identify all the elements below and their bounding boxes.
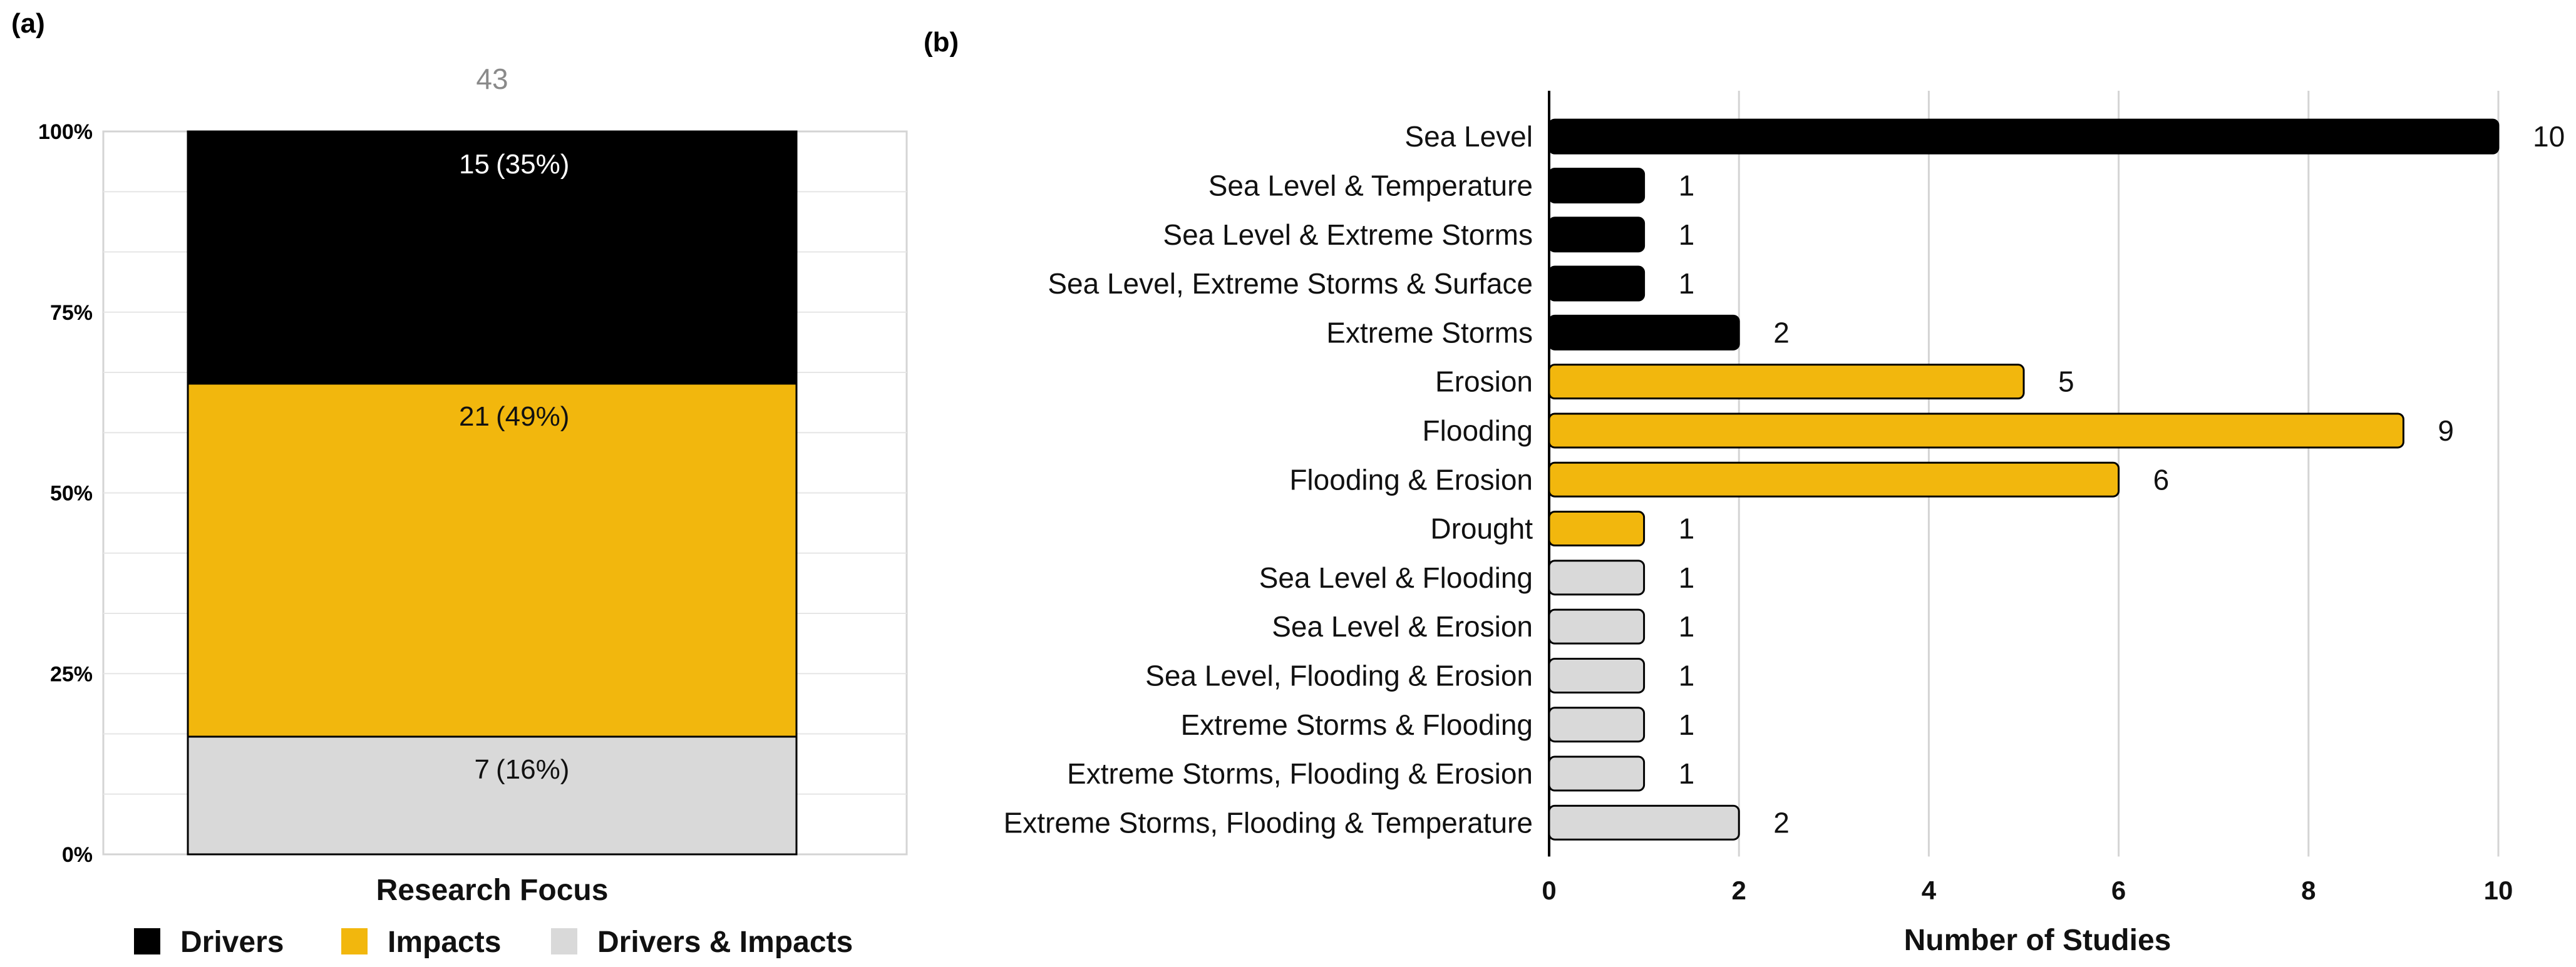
x-tick-label: 0 <box>1542 876 1556 905</box>
category-label: Extreme Storms, Flooding & Erosion <box>1067 757 1533 790</box>
bar-both <box>1548 804 1740 841</box>
bar-value-label: 6 <box>2153 463 2170 496</box>
category-label: Extreme Storms, Flooding & Temperature <box>1004 806 1533 839</box>
category-label: Sea Level & Extreme Storms <box>1163 218 1533 251</box>
bar-value-label: 10 <box>2533 120 2565 153</box>
panel-a-stacked-bar-chart: (a) 0% 25% 50% 75% 100% 43 7 (16%) 21 (49%) 15 (3… <box>11 8 908 959</box>
bar-value-label: 1 <box>1679 169 1695 202</box>
legend-swatch-impacts <box>341 928 368 954</box>
x-tick-label: 2 <box>1732 876 1746 905</box>
bar-value-label: 1 <box>1679 757 1695 790</box>
x-tick-label: 10 <box>2484 876 2513 905</box>
stacked-bar-segment-drivers <box>187 130 798 385</box>
category-label: Extreme Storms & Flooding <box>1181 709 1533 741</box>
bar-value-label: 9 <box>2438 414 2454 447</box>
segment-count-label: 21 <box>459 401 490 432</box>
segment-count-label: 7 <box>475 754 490 785</box>
panel-a-bar-segments <box>187 130 798 856</box>
bar-value-label: 1 <box>1679 610 1695 643</box>
bar-both <box>1548 707 1646 743</box>
bar-value-label: 1 <box>1679 709 1695 741</box>
segment-count-label: 15 <box>459 149 490 180</box>
panel-a-label: (a) <box>11 8 45 39</box>
bar-impacts <box>1548 412 2404 449</box>
y-tick-label: 25% <box>50 662 93 686</box>
legend-swatch-drivers <box>134 928 160 954</box>
bar-impacts <box>1548 511 1646 547</box>
panel-b-value-labels: 10 1 1 1 2 5 9 6 1 1 1 1 1 1 2 <box>1679 120 2565 839</box>
bar-drivers <box>1548 265 1646 302</box>
y-tick-label: 0% <box>62 843 93 867</box>
y-tick-label: 50% <box>50 482 93 506</box>
legend-swatch-both <box>551 928 577 954</box>
y-tick-label: 100% <box>38 120 93 144</box>
legend-label-drivers: Drivers <box>180 926 284 959</box>
bar-both <box>1548 657 1646 693</box>
category-label: Sea Level, Flooding & Erosion <box>1145 659 1533 692</box>
category-label: Sea Level, Extreme Storms & Surface <box>1048 267 1533 300</box>
bar-value-label: 5 <box>2058 366 2074 398</box>
y-tick-label: 75% <box>50 301 93 325</box>
panel-a-segment-labels: 7 (16%) 21 (49%) 15 (35%) <box>459 149 569 785</box>
bar-value-label: 1 <box>1679 513 1695 545</box>
category-label: Flooding & Erosion <box>1289 463 1533 496</box>
bar-drivers <box>1548 314 1740 350</box>
bar-value-label: 1 <box>1679 659 1695 692</box>
bar-impacts <box>1548 461 2120 498</box>
segment-percent-label: (16%) <box>496 754 569 785</box>
x-tick-label: 6 <box>2111 876 2126 905</box>
category-label: Erosion <box>1435 366 1533 398</box>
panel-a-y-tick-labels: 0% 25% 50% 75% 100% <box>38 120 93 867</box>
bar-value-label: 1 <box>1679 561 1695 594</box>
legend-label-both: Drivers & Impacts <box>597 926 853 959</box>
segment-percent-label: (35%) <box>496 149 569 180</box>
stacked-bar-segment-impacts <box>187 382 798 738</box>
panel-b-label: (b) <box>924 27 959 58</box>
bar-value-label: 2 <box>1773 316 1790 349</box>
category-label: Sea Level & Temperature <box>1208 169 1533 202</box>
x-tick-label: 4 <box>1922 876 1937 905</box>
bar-impacts <box>1548 364 2025 400</box>
bar-value-label: 1 <box>1679 218 1695 251</box>
stacked-bar-segment-both <box>187 735 798 856</box>
total-count-label: 43 <box>476 63 508 95</box>
bar-value-label: 1 <box>1679 267 1695 300</box>
legend: Drivers Impacts Drivers & Impacts <box>134 926 853 959</box>
category-label: Sea Level & Erosion <box>1272 610 1533 643</box>
segment-percent-label: (49%) <box>496 401 569 432</box>
panel-b-category-labels: Sea Level Sea Level & Temperature Sea Leve… <box>1004 120 1533 839</box>
panel-b-x-tick-labels: 0 2 4 6 8 10 <box>1542 876 2513 905</box>
panel-b-bars <box>1548 118 2500 841</box>
category-label: Extreme Storms <box>1326 316 1533 349</box>
panel-b-x-axis-label: Number of Studies <box>1904 924 2172 957</box>
panel-a-x-axis-label: Research Focus <box>376 874 609 907</box>
category-label: Sea Level & Flooding <box>1259 561 1533 594</box>
bar-both <box>1548 755 1646 792</box>
bar-drivers <box>1548 118 2500 155</box>
bar-value-label: 2 <box>1773 806 1790 839</box>
category-label: Flooding <box>1423 414 1533 447</box>
bar-both <box>1548 608 1646 645</box>
category-label: Sea Level <box>1404 120 1533 153</box>
bar-drivers <box>1548 167 1646 203</box>
x-tick-label: 8 <box>2301 876 2316 905</box>
category-label: Drought <box>1430 513 1533 545</box>
legend-label-impacts: Impacts <box>388 926 501 959</box>
bar-drivers <box>1548 217 1646 253</box>
bar-both <box>1548 560 1646 596</box>
